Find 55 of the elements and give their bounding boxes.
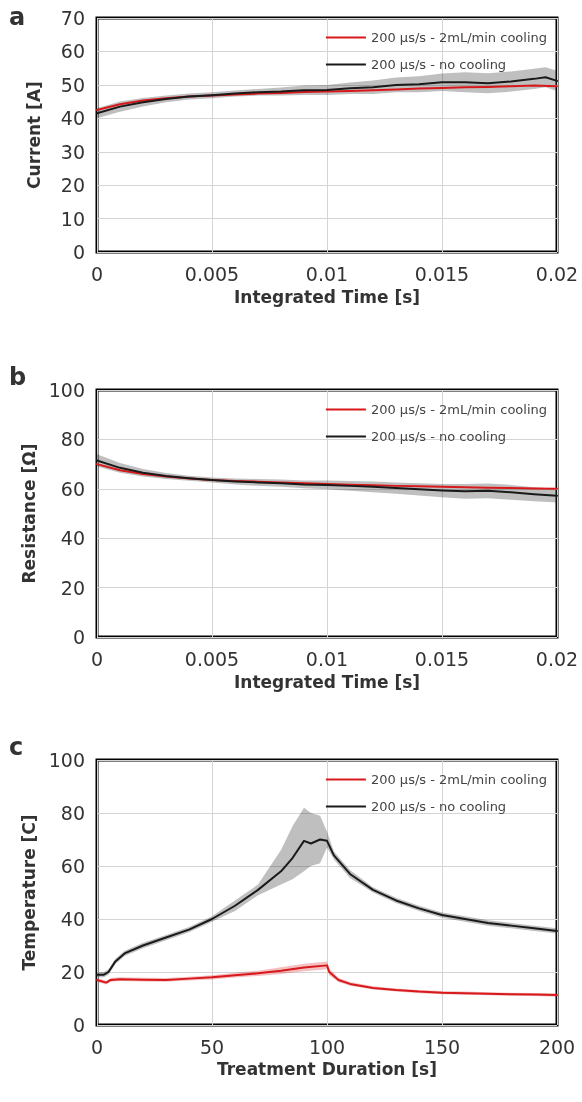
y-tick-label: 30	[60, 140, 85, 163]
y-tick-label: 10	[60, 207, 85, 230]
x-tick-label: 0.01	[305, 647, 349, 670]
legend-label: 200 µs/s - no cooling	[370, 429, 507, 444]
y-tick-label: 100	[48, 749, 85, 771]
x-axis-title: Integrated Time [s]	[233, 671, 421, 692]
y-tick-label: 100	[48, 379, 85, 401]
x-tick-label: 0.015	[414, 262, 470, 285]
y-tick-label: 70	[60, 7, 85, 29]
legend-label: 200 µs/s - 2mL/min cooling	[370, 30, 548, 45]
legend-label: 200 µs/s - no cooling	[370, 799, 507, 814]
x-tick-label: 50	[199, 1035, 225, 1058]
y-tick-label: 60	[60, 40, 85, 63]
y-tick-label: 0	[72, 626, 85, 649]
x-tick-label: 0	[90, 262, 104, 285]
chart-title: c	[9, 733, 24, 761]
x-tick-label: 0	[90, 647, 104, 670]
x-tick-label: 0.02	[535, 647, 579, 670]
x-axis-title: Treatment Duration [s]	[216, 1059, 438, 1080]
y-axis-title: Temperature [C]	[19, 814, 40, 971]
y-tick-label: 40	[60, 527, 85, 550]
y-tick-label: 40	[60, 107, 85, 130]
line-series	[96, 463, 558, 490]
y-tick-label: 50	[60, 73, 85, 96]
legend-label: 200 µs/s - 2mL/min cooling	[370, 402, 548, 417]
x-tick-label: 0.015	[414, 647, 470, 670]
y-axis-title: Resistance [Ω]	[19, 443, 40, 584]
legend-label: 200 µs/s - 2mL/min cooling	[370, 772, 548, 787]
x-tick-label: 0.02	[535, 262, 579, 285]
y-tick-label: 20	[60, 174, 85, 197]
y-axis-title: Current [A]	[23, 81, 44, 189]
x-tick-label: 0.005	[184, 262, 240, 285]
chart-title: a	[9, 3, 26, 31]
line-series	[96, 459, 558, 497]
y-tick-label: 40	[60, 908, 85, 930]
chart-title: b	[9, 363, 27, 391]
y-tick-label: 0	[72, 1014, 85, 1036]
x-tick-label: 0.01	[305, 262, 349, 285]
y-tick-label: 60	[60, 477, 85, 500]
x-tick-label: 100	[308, 1035, 346, 1058]
x-tick-label: 150	[423, 1035, 461, 1058]
y-tick-label: 20	[60, 576, 85, 599]
x-tick-label: 0	[90, 1035, 104, 1058]
y-tick-label: 80	[60, 802, 85, 824]
line-series	[96, 838, 558, 976]
y-tick-label: 0	[72, 241, 85, 264]
y-tick-label: 80	[60, 428, 85, 451]
x-tick-label: 0.005	[184, 647, 240, 670]
x-tick-label: 200	[538, 1035, 576, 1058]
line-series	[96, 76, 558, 115]
y-tick-label: 60	[60, 855, 85, 877]
x-axis-title: Integrated Time [s]	[233, 286, 421, 307]
y-tick-label: 20	[60, 961, 85, 983]
legend-label: 200 µs/s - no cooling	[370, 57, 507, 72]
line-series	[96, 84, 558, 111]
